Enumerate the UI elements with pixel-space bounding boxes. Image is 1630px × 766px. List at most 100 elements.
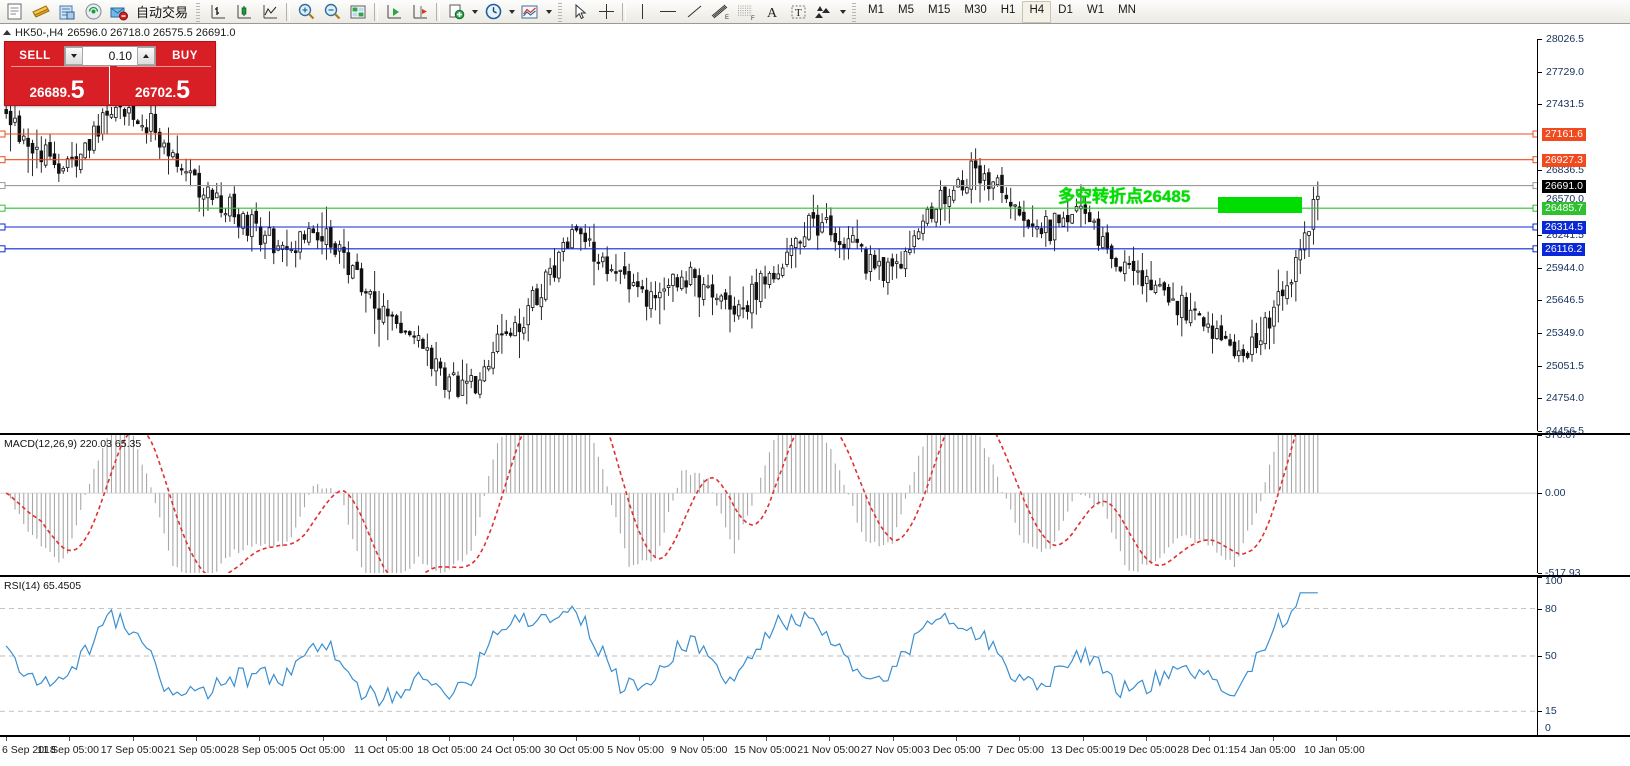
horizontal-line-icon[interactable] bbox=[655, 1, 681, 23]
time-axis[interactable]: 6 Sep 2018 11 Sep 05:00 17 Sep 05:00 21 Sep… bbox=[0, 735, 1630, 766]
price-tick bbox=[1538, 169, 1542, 171]
new-chart-icon[interactable] bbox=[443, 1, 469, 23]
timeframe-m1[interactable]: M1 bbox=[868, 3, 884, 16]
vertical-line-icon[interactable] bbox=[629, 1, 655, 23]
one-click-trade-panel[interactable]: SELL 0.10 BUY 26689 . 5 26702 . 5 bbox=[4, 41, 216, 106]
time-axis-label: 19 Dec 05:00 bbox=[1114, 744, 1177, 756]
chart-header: HK50-,H4 26596.0 26718.0 26575.5 26691.0 bbox=[0, 26, 236, 39]
new-order-icon[interactable] bbox=[2, 1, 28, 23]
buy-divider bbox=[117, 66, 211, 67]
time-tick bbox=[1146, 737, 1147, 741]
buy-price-frac: 5 bbox=[176, 75, 191, 104]
toolbar-separator-3 bbox=[436, 2, 441, 21]
collapse-triangle-icon[interactable] bbox=[3, 30, 11, 35]
auto-trading-button[interactable]: 自动交易 bbox=[136, 5, 189, 20]
green-highlight-box[interactable] bbox=[1218, 197, 1302, 213]
price-axis-label: 26570.0 bbox=[1546, 192, 1584, 205]
time-tick bbox=[6, 737, 7, 741]
indicators-dropdown-icon[interactable] bbox=[543, 1, 554, 23]
chart-symbol-label: HK50-,H4 bbox=[15, 26, 64, 39]
candlestick-chart-icon[interactable] bbox=[231, 1, 257, 23]
volume-stepper[interactable]: 0.10 bbox=[64, 45, 156, 66]
rsi-axis-label: 80 bbox=[1545, 602, 1557, 615]
time-tick bbox=[892, 737, 894, 741]
price-tick bbox=[1538, 300, 1542, 302]
price-pane[interactable]: 28026.5 27729.0 27431.5 26836.5 26241.5 25944… bbox=[0, 33, 1630, 437]
time-axis-label: 15 Nov 05:00 bbox=[734, 744, 797, 756]
toolbar-grip-3[interactable] bbox=[851, 1, 859, 22]
shapes-dropdown-icon[interactable] bbox=[837, 1, 848, 23]
svg-text:F: F bbox=[751, 16, 755, 21]
auto-scroll-icon[interactable] bbox=[381, 1, 407, 23]
timeframe-mn[interactable]: MN bbox=[1118, 3, 1136, 16]
period-clock-icon[interactable] bbox=[480, 1, 506, 23]
time-tick bbox=[449, 737, 451, 741]
sell-divider bbox=[11, 66, 109, 67]
volume-decrease-icon[interactable] bbox=[65, 46, 83, 65]
timeframe-w1[interactable]: W1 bbox=[1086, 3, 1105, 16]
new-chart-dropdown-icon[interactable] bbox=[469, 1, 480, 23]
time-axis-label: 18 Oct 05:00 bbox=[417, 744, 478, 756]
line-chart-icon[interactable] bbox=[257, 1, 283, 23]
time-axis-label: 5 Nov 05:00 bbox=[607, 744, 664, 756]
price-level-tag[interactable]: 26691.0 bbox=[1542, 179, 1586, 193]
timeframe-d1[interactable]: D1 bbox=[1058, 3, 1073, 16]
zoom-in-icon[interactable] bbox=[293, 1, 319, 23]
price-level-tag[interactable]: 26116.2 bbox=[1542, 242, 1586, 256]
text-label-icon[interactable]: A bbox=[759, 1, 785, 23]
macd-axis-label: 376.07 bbox=[1545, 429, 1578, 441]
sell-price[interactable]: 26689 . 5 bbox=[5, 66, 110, 104]
price-tick bbox=[1538, 431, 1542, 432]
timeframe-m5[interactable]: M5 bbox=[898, 3, 914, 16]
rsi-tick bbox=[1538, 577, 1542, 578]
rsi-axis-line bbox=[1537, 577, 1538, 735]
rsi-pane[interactable]: RSI(14) 65.4505 100 80 50 15 0 bbox=[0, 575, 1630, 736]
timeframe-m30[interactable]: M30 bbox=[964, 3, 987, 16]
broadcast-icon[interactable] bbox=[80, 1, 106, 23]
buy-price[interactable]: 26702 . 5 bbox=[110, 66, 215, 104]
chart-grid-icon[interactable] bbox=[345, 1, 371, 23]
price-tick bbox=[1538, 235, 1542, 236]
time-axis-label: 7 Dec 05:00 bbox=[987, 744, 1044, 756]
macd-pane[interactable]: MACD(12,26,9) 220.03 65.35 376.07 0.00 -51… bbox=[0, 429, 1630, 579]
mail-alert-icon[interactable] bbox=[106, 1, 132, 23]
gold-bars-icon[interactable] bbox=[28, 1, 54, 23]
fibonacci-icon[interactable]: F bbox=[733, 1, 759, 23]
time-axis-label: 3 Dec 05:00 bbox=[924, 744, 981, 756]
buy-button[interactable]: BUY bbox=[172, 49, 198, 62]
period-dropdown-icon[interactable] bbox=[506, 1, 517, 23]
toolbar-grip-1[interactable] bbox=[195, 1, 203, 22]
turning-point-annotation[interactable]: 多空转折点26485 bbox=[1058, 187, 1191, 206]
shapes-icon[interactable] bbox=[811, 1, 837, 23]
price-level-tag[interactable]: 26485.7 bbox=[1542, 202, 1586, 216]
timeframe-h4[interactable]: H4 bbox=[1022, 0, 1052, 23]
svg-text:A: A bbox=[767, 6, 778, 21]
price-level-tag[interactable]: 27161.6 bbox=[1542, 128, 1586, 141]
rsi-label: RSI(14) 65.4505 bbox=[4, 580, 82, 592]
indicators-icon[interactable] bbox=[517, 1, 543, 23]
trendline-icon[interactable] bbox=[681, 1, 707, 23]
price-level-tag[interactable]: 26314.5 bbox=[1542, 221, 1586, 234]
rsi-axis-label: 15 bbox=[1545, 705, 1557, 718]
toolbar-grip-2[interactable] bbox=[557, 1, 565, 22]
zoom-out-icon[interactable] bbox=[319, 1, 345, 23]
price-level-tag[interactable]: 26927.3 bbox=[1542, 153, 1586, 167]
timeframe-m15[interactable]: M15 bbox=[927, 3, 951, 16]
equidistant-channel-icon[interactable]: E bbox=[707, 1, 733, 23]
timeframe-h1[interactable]: H1 bbox=[1000, 3, 1016, 16]
bar-chart-icon[interactable] bbox=[205, 1, 231, 23]
rsi-tick bbox=[1538, 711, 1542, 713]
cursor-icon[interactable] bbox=[567, 1, 593, 23]
time-tick bbox=[259, 737, 261, 741]
sell-price-int: 26689 bbox=[29, 84, 67, 100]
crosshair-icon[interactable] bbox=[593, 1, 619, 23]
volume-increase-icon[interactable] bbox=[137, 46, 155, 65]
chart-shift-icon[interactable] bbox=[407, 1, 433, 23]
volume-input[interactable]: 0.10 bbox=[83, 46, 137, 65]
sell-button[interactable]: SELL bbox=[19, 49, 51, 62]
time-tick bbox=[829, 737, 831, 741]
data-center-icon[interactable] bbox=[54, 1, 80, 23]
time-axis-label: 11 Sep 05:00 bbox=[37, 744, 99, 756]
text-box-icon[interactable]: T bbox=[785, 1, 811, 23]
